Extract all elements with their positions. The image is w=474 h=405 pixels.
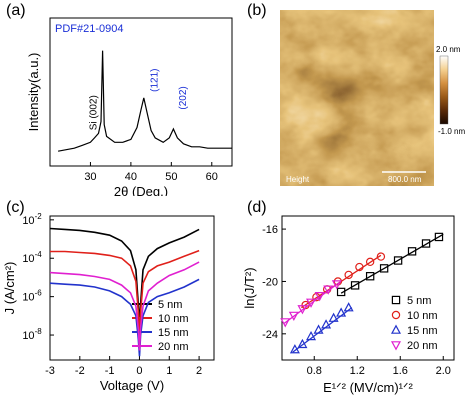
data-point bbox=[297, 338, 308, 349]
y-tick-label: -16 bbox=[262, 224, 278, 236]
jv-series-line bbox=[50, 249, 200, 339]
panel-label-c: (c) bbox=[6, 199, 25, 216]
y-tick-label: 10-8 bbox=[22, 327, 42, 342]
peak-label-si002: Si (002) bbox=[89, 95, 100, 130]
legend-label: 10 nm bbox=[407, 310, 438, 322]
data-point bbox=[321, 319, 332, 329]
data-point bbox=[280, 318, 291, 328]
data-point bbox=[355, 262, 364, 272]
data-point bbox=[344, 270, 353, 280]
pdf-annotation: PDF#21-0904 bbox=[55, 23, 124, 35]
legend-label: 5 nm bbox=[158, 299, 182, 311]
data-point bbox=[343, 302, 354, 312]
x-axis-label: E¹ᐟ² (MV/cm)¹ᐟ² bbox=[323, 380, 413, 395]
jv-series-line bbox=[49, 261, 200, 351]
x-tick-label: 50 bbox=[165, 171, 177, 183]
peak-label-202: (202) bbox=[178, 86, 189, 109]
y-tick-exponent: -4 bbox=[35, 250, 43, 259]
afm-image bbox=[280, 10, 434, 186]
data-point bbox=[421, 239, 431, 248]
x-tick-label: 1.2 bbox=[350, 365, 365, 377]
chart-c: -3 -2 -1 0 1 2 10-2 10-4 10-6 10-8 Voltage (V) J (A… bbox=[2, 212, 215, 393]
data-point bbox=[336, 287, 346, 297]
afm-scale-text: 800.0 nm bbox=[388, 175, 422, 184]
afm-panel: Height 800.0 nm 2.0 nm -1.0 nm bbox=[276, 2, 474, 194]
data-point bbox=[328, 312, 339, 322]
legend-label: 10 nm bbox=[158, 313, 189, 325]
data-point bbox=[297, 305, 308, 315]
afm-height-label: Height bbox=[286, 175, 310, 184]
data-point bbox=[407, 247, 417, 256]
panel-label-b: (b) bbox=[247, 2, 267, 19]
data-point bbox=[313, 324, 324, 334]
legend-marker bbox=[390, 341, 402, 351]
y-tick-label: -20 bbox=[262, 276, 278, 288]
colorbar-min-label: -1.0 nm bbox=[438, 127, 465, 136]
x-tick-label: -3 bbox=[45, 365, 55, 377]
data-point bbox=[376, 252, 386, 261]
panel-label-a: (a) bbox=[6, 2, 26, 19]
y-axis-label: Intensity(a.u.) bbox=[26, 53, 41, 132]
legend-label: 20 nm bbox=[407, 340, 438, 352]
colorbar-max-label: 2.0 nm bbox=[436, 45, 461, 54]
legend-label: 15 nm bbox=[407, 325, 438, 337]
x-tick-label: 0.8 bbox=[307, 365, 322, 377]
y-tick-label: 10-2 bbox=[22, 212, 42, 227]
y-tick-label: -24 bbox=[262, 329, 278, 341]
xrd-series-line bbox=[57, 50, 232, 152]
x-tick-label: -1 bbox=[105, 365, 115, 377]
y-tick-exponent: -6 bbox=[35, 289, 43, 298]
x-tick-label: -2 bbox=[75, 365, 85, 377]
plot-frame bbox=[49, 215, 215, 361]
plot-frame bbox=[281, 215, 455, 361]
data-point bbox=[289, 344, 300, 354]
chart-d: 0.8 1.2 1.6 2.0 -16 -20 -24 E¹ᐟ² (MV/cm)¹ᐟ² ln(J… bbox=[244, 215, 455, 395]
data-point bbox=[306, 330, 317, 341]
data-point bbox=[393, 256, 403, 265]
chart-a: 30 40 50 60 2θ (Deg.) Intensity(a.u.) PDF#21-0… bbox=[26, 17, 233, 196]
x-tick-label: 1.6 bbox=[393, 365, 408, 377]
fit-line bbox=[340, 233, 444, 294]
fit-line bbox=[292, 307, 353, 353]
x-tick-label: 2.0 bbox=[436, 365, 451, 377]
x-tick-label: 30 bbox=[84, 171, 96, 183]
legend-label: 15 nm bbox=[158, 327, 189, 339]
x-axis-label: 2θ (Deg.) bbox=[114, 184, 168, 196]
x-tick-label: 1 bbox=[166, 365, 172, 377]
data-point bbox=[314, 292, 325, 302]
legend-marker bbox=[391, 310, 401, 320]
data-point bbox=[288, 311, 299, 321]
data-point bbox=[306, 298, 317, 308]
y-tick-exponent: -8 bbox=[35, 327, 43, 336]
data-point bbox=[336, 307, 347, 317]
y-axis-label: J (A/cm²) bbox=[2, 262, 17, 315]
y-axis-label: ln(J/T²) bbox=[244, 267, 257, 308]
legend-marker bbox=[390, 324, 402, 334]
afm-svg: Height 800.0 nm 2.0 nm -1.0 nm bbox=[280, 10, 465, 186]
x-tick-label: 0 bbox=[136, 365, 142, 377]
data-point bbox=[350, 281, 360, 290]
data-point bbox=[379, 264, 389, 273]
legend-marker bbox=[391, 295, 401, 305]
y-tick-label: 10-4 bbox=[22, 250, 42, 265]
y-tick-exponent: -2 bbox=[35, 212, 43, 221]
x-axis-label: Voltage (V) bbox=[100, 378, 164, 393]
y-tick-label: 10-6 bbox=[22, 289, 42, 304]
x-tick-label: 60 bbox=[206, 171, 218, 183]
legend-label: 20 nm bbox=[158, 341, 189, 353]
data-point bbox=[434, 232, 444, 242]
data-point bbox=[365, 257, 375, 267]
data-point bbox=[365, 272, 375, 281]
peak-label-121: (121) bbox=[150, 68, 161, 91]
data-point bbox=[323, 285, 334, 295]
x-tick-label: 40 bbox=[125, 171, 137, 183]
legend-label: 5 nm bbox=[407, 295, 431, 307]
panel-label-d: (d) bbox=[247, 199, 267, 216]
data-point bbox=[331, 280, 342, 290]
plot-frame bbox=[49, 17, 233, 167]
x-tick-label: 2 bbox=[196, 365, 202, 377]
afm-colorbar bbox=[439, 55, 449, 125]
